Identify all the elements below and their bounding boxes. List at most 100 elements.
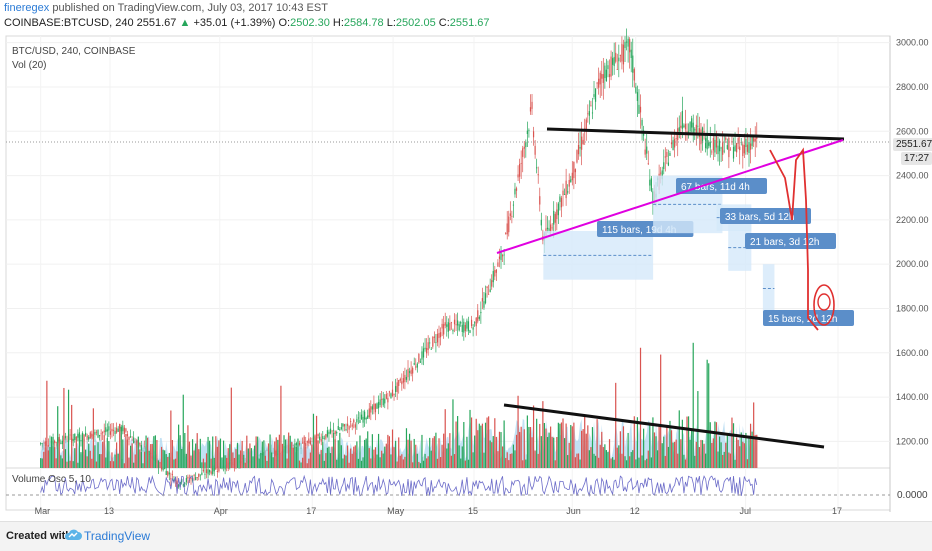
candle-body — [466, 320, 468, 329]
candle-body — [77, 433, 79, 438]
candle-body — [683, 125, 685, 128]
publisher-name[interactable]: fineregex — [4, 2, 50, 14]
candle-body — [594, 88, 597, 102]
candle-body — [494, 270, 496, 277]
volume-bar — [627, 432, 629, 468]
volume-bar — [460, 458, 462, 468]
measure-label: 115 bars, 19d 4h — [602, 225, 676, 236]
volume-bar — [498, 431, 501, 468]
candle-body — [109, 431, 112, 435]
candle-body — [125, 428, 127, 432]
volume-bar — [241, 440, 243, 468]
volume-bar — [469, 409, 471, 468]
volume-bar — [232, 452, 234, 468]
volume-bar — [529, 427, 532, 468]
volume-bar — [708, 363, 710, 468]
volume-bar — [497, 451, 499, 468]
volume-bar — [749, 423, 752, 468]
volume-bar — [202, 458, 205, 468]
volume-bar — [512, 444, 515, 468]
candle-body — [742, 144, 744, 157]
volume-bar — [483, 452, 485, 468]
volume-bar — [182, 394, 184, 468]
candle-body — [108, 426, 110, 431]
candle-body — [723, 150, 725, 152]
candle-body — [399, 378, 401, 381]
volume-bar — [467, 459, 470, 468]
candle-body — [565, 180, 567, 199]
volume-bar — [280, 385, 282, 468]
volume-bar — [80, 452, 82, 468]
candle-body — [443, 324, 445, 335]
candle-body — [576, 150, 578, 163]
volume-bar — [475, 418, 477, 468]
volume-bar — [632, 450, 634, 468]
candle-body — [608, 74, 611, 78]
volume-bar — [470, 417, 473, 468]
candle-body — [601, 73, 603, 79]
candle-body — [732, 146, 735, 159]
candle-body — [681, 110, 683, 129]
candle-body — [111, 428, 113, 432]
candle-body — [703, 131, 705, 133]
volume-bar — [187, 425, 189, 468]
candle-body — [743, 145, 745, 154]
volume-bar — [607, 451, 609, 468]
chart-canvas[interactable]: 3000.00 2800.00 2600.00 2400.00 2200.00 2000.… — [0, 0, 932, 521]
candle-body — [60, 442, 62, 444]
volume-bar — [227, 448, 229, 468]
volume-bar — [422, 460, 425, 468]
volume-bar — [185, 453, 187, 468]
volume-bar — [526, 415, 528, 468]
candle-body — [391, 389, 394, 396]
volume-bar — [162, 449, 164, 468]
candle-body — [483, 301, 485, 308]
candle-body — [582, 139, 584, 144]
volume-bar — [377, 433, 380, 468]
volume-bar — [250, 448, 253, 468]
volume-bar — [545, 428, 547, 468]
volume-bar — [687, 416, 690, 468]
volume-bar — [669, 420, 671, 468]
volume-bar — [579, 459, 581, 468]
volume-bar — [540, 436, 542, 468]
volume-bar — [150, 444, 152, 468]
candle-body — [591, 112, 594, 114]
volume-bar — [581, 430, 583, 468]
volume-bar — [120, 427, 122, 468]
volume-bar — [261, 441, 263, 468]
candle-body — [196, 476, 198, 478]
candle-body — [574, 169, 577, 173]
volume-bar — [297, 438, 299, 468]
volume-bar — [345, 455, 347, 468]
volume-bar — [585, 433, 587, 468]
candle-body — [664, 156, 666, 158]
candle-body — [365, 417, 367, 420]
volume-bar — [233, 457, 236, 468]
y-tick-label: 2000.00 — [896, 259, 929, 269]
volume-bar — [94, 445, 96, 468]
volume-bar — [199, 438, 201, 468]
candle-body — [593, 94, 595, 97]
candle-body — [340, 427, 342, 429]
volume-bar — [436, 458, 439, 468]
candle-body — [598, 78, 600, 88]
volume-bar — [63, 387, 65, 468]
candle-body — [458, 324, 460, 331]
candle-body — [599, 72, 601, 85]
candle-body — [95, 431, 98, 433]
candle-body — [173, 479, 175, 483]
candle-body — [604, 65, 606, 79]
tradingview-link[interactable]: TradingView — [84, 529, 151, 543]
candle-body — [652, 191, 654, 202]
volume-group — [40, 342, 758, 468]
volume-bar — [506, 452, 508, 468]
volume-bar — [450, 455, 453, 468]
publish-info: fineregex published on TradingView.com, … — [4, 2, 328, 14]
volume-bar — [396, 461, 398, 468]
volume-bar — [576, 453, 578, 468]
candle-body — [85, 432, 87, 436]
candle-body — [632, 55, 634, 73]
volume-bar — [418, 461, 420, 468]
candle-body — [486, 286, 488, 289]
